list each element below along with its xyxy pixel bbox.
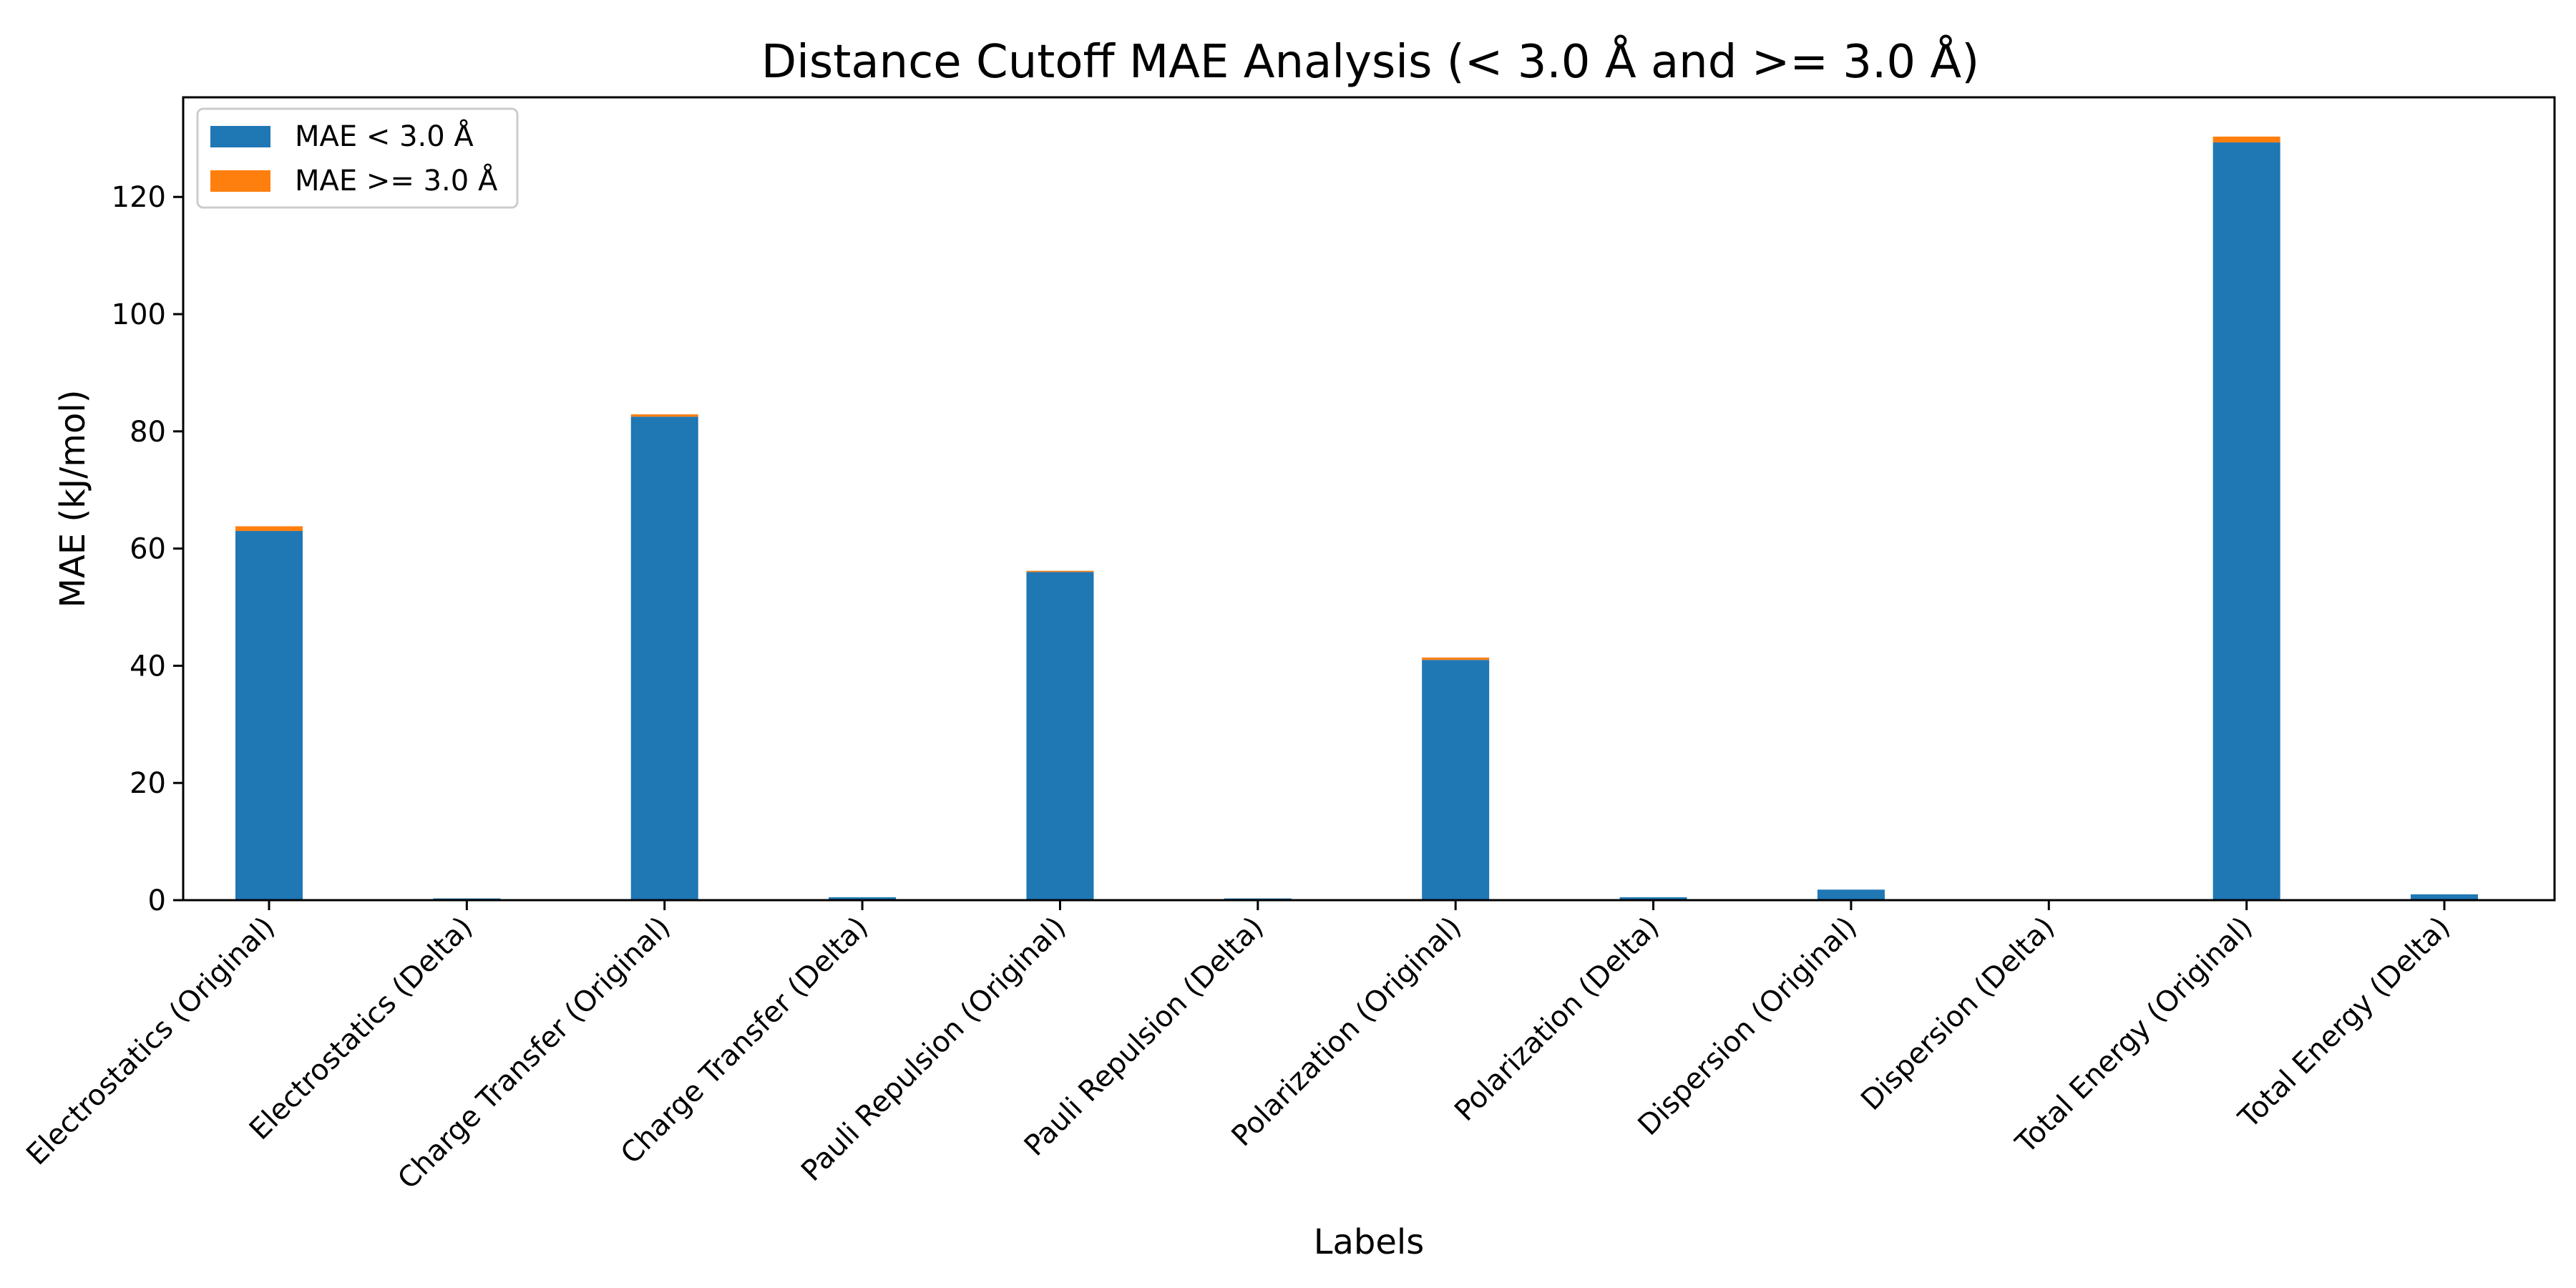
legend-frame	[196, 107, 519, 209]
bar-series-1-9	[1817, 889, 1885, 900]
y-tick-label: 100	[112, 298, 166, 331]
y-axis: 0 20 40 60 80 100 120	[112, 181, 183, 917]
bar-series-2-5	[1026, 570, 1094, 572]
bar-series-1-4	[829, 897, 897, 900]
y-tick-label: 20	[130, 767, 166, 800]
bar-series-1-1	[235, 531, 303, 900]
plot-frame	[182, 96, 2556, 902]
bars-layer	[235, 136, 2478, 901]
legend-swatch-series-1	[210, 126, 270, 147]
y-tick-label: 0	[148, 884, 166, 917]
bar-series-1-5	[1026, 572, 1094, 900]
x-tick-label: Polarization (Delta)	[1448, 911, 1665, 1128]
legend: MAE < 3.0 Å MAE >= 3.0 Å	[196, 107, 519, 209]
bar-series-1-7	[1422, 660, 1490, 900]
bar-series-2-11	[2212, 136, 2280, 143]
legend-label-series-1: MAE < 3.0 Å	[295, 119, 474, 153]
x-axis-label: Labels	[1314, 1222, 1425, 1262]
y-tick-label: 80	[130, 416, 166, 449]
bar-series-1-3	[630, 416, 698, 900]
x-tick-label: Dispersion (Original)	[1632, 911, 1863, 1142]
y-tick-label: 60	[130, 533, 166, 566]
x-tick-label: Total Energy (Delta)	[2232, 911, 2457, 1136]
bar-series-1-12	[2411, 894, 2478, 900]
x-axis: Electrostatics (Original)Electrostatics …	[20, 900, 2457, 1196]
x-tick-label: Polarization (Original)	[1226, 911, 1468, 1153]
chart-title: Distance Cutoff MAE Analysis (< 3.0 Å an…	[761, 34, 1979, 89]
x-tick-label: Dispersion (Delta)	[1855, 911, 2061, 1117]
x-tick-label: Electrostatics (Original)	[20, 911, 281, 1172]
y-axis-label: MAE (kJ/mol)	[53, 390, 93, 608]
y-tick-label: 120	[112, 181, 166, 214]
x-tick-label: Electrostatics (Delta)	[243, 911, 479, 1147]
bar-series-1-8	[1619, 897, 1687, 900]
bar-series-2-1	[235, 526, 303, 532]
bar-series-2-7	[1422, 657, 1490, 660]
bar-series-2-3	[630, 414, 698, 417]
legend-label-series-2: MAE >= 3.0 Å	[295, 163, 498, 197]
y-tick-label: 40	[130, 650, 166, 683]
legend-swatch-series-2	[210, 170, 270, 192]
bar-series-1-11	[2212, 142, 2280, 901]
